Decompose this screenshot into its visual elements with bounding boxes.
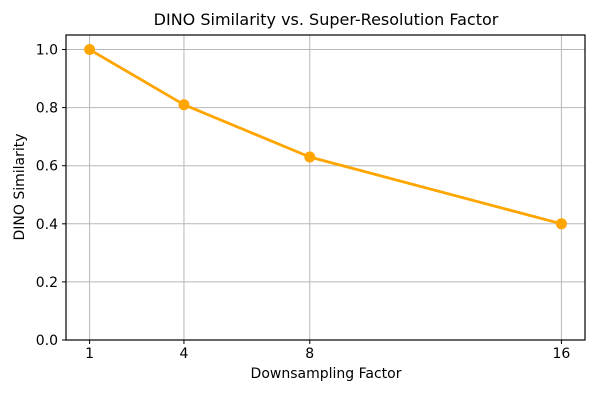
x-tick-label: 1 (85, 346, 94, 362)
x-tick-label: 8 (305, 346, 314, 362)
data-point (84, 44, 96, 56)
x-axis-label: Downsampling Factor (250, 366, 402, 382)
data-point (178, 99, 190, 111)
y-tick-label: 0.8 (36, 101, 58, 117)
y-tick-label: 0.2 (36, 275, 58, 291)
axes-spines (65, 34, 586, 341)
y-tick-label: 0.4 (36, 217, 58, 233)
y-tick-label: 1.0 (36, 43, 58, 59)
y-axis-label: DINO Similarity (12, 133, 28, 241)
x-tick-label: 4 (179, 346, 188, 362)
y-tick-label: 0.0 (36, 333, 58, 349)
chart-title: DINO Similarity vs. Super-Resolution Fac… (153, 10, 499, 29)
y-tick-label: 0.6 (36, 159, 58, 175)
data-line (88, 48, 563, 226)
x-tick-label: 16 (552, 346, 570, 362)
data-point (304, 151, 316, 163)
data-point (555, 218, 567, 230)
